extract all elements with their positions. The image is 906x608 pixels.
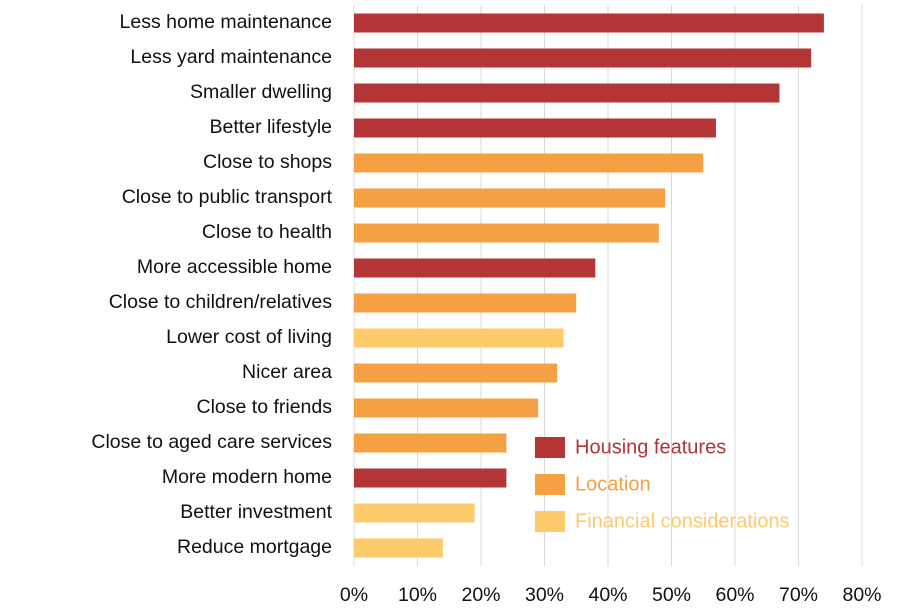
y-tick-label: More accessible home	[137, 256, 332, 278]
y-tick-label: Close to shops	[203, 151, 332, 173]
y-tick-label: Close to friends	[197, 396, 333, 418]
x-tick-label: 60%	[715, 584, 754, 606]
legend-swatch	[535, 511, 565, 532]
x-tick-label: 10%	[398, 584, 437, 606]
y-tick-label: Better investment	[180, 501, 332, 523]
x-tick-label: 0%	[340, 584, 368, 606]
y-tick-label: Close to children/relatives	[109, 291, 333, 313]
legend-swatch	[535, 474, 565, 495]
bar	[354, 398, 539, 418]
bar	[354, 363, 558, 383]
bar	[354, 188, 666, 208]
bar	[354, 503, 475, 523]
y-tick-label: Less yard maintenance	[130, 46, 332, 68]
y-tick-label: Lower cost of living	[166, 326, 332, 348]
bar	[354, 223, 659, 243]
x-tick-label: 80%	[842, 584, 881, 606]
y-tick-label: Less home maintenance	[120, 11, 332, 33]
bar	[354, 48, 812, 68]
bar	[354, 468, 507, 488]
bar	[354, 538, 443, 558]
x-tick-label: 40%	[588, 584, 627, 606]
legend-label: Housing features	[575, 436, 726, 458]
bar	[354, 153, 704, 173]
y-tick-label: More modern home	[162, 466, 332, 488]
y-tick-label: Reduce mortgage	[177, 536, 332, 558]
x-tick-label: 50%	[652, 584, 691, 606]
bar	[354, 328, 564, 348]
x-tick-label: 20%	[461, 584, 500, 606]
x-tick-label: 30%	[525, 584, 564, 606]
x-tick-label: 70%	[779, 584, 818, 606]
legend-label: Location	[575, 473, 651, 495]
legend-label: Financial considerations	[575, 510, 790, 532]
y-tick-label: Close to health	[202, 221, 332, 243]
bar	[354, 13, 824, 33]
bar	[354, 118, 716, 138]
y-tick-label: Better lifestyle	[210, 116, 332, 138]
bar	[354, 258, 596, 278]
y-tick-label: Nicer area	[242, 361, 332, 383]
y-tick-label: Smaller dwelling	[190, 81, 332, 103]
legend-swatch	[535, 437, 565, 458]
y-tick-label: Close to aged care services	[91, 431, 332, 453]
bar	[354, 433, 507, 453]
y-tick-label: Close to public transport	[122, 186, 333, 208]
bar	[354, 293, 577, 313]
bar	[354, 83, 780, 103]
